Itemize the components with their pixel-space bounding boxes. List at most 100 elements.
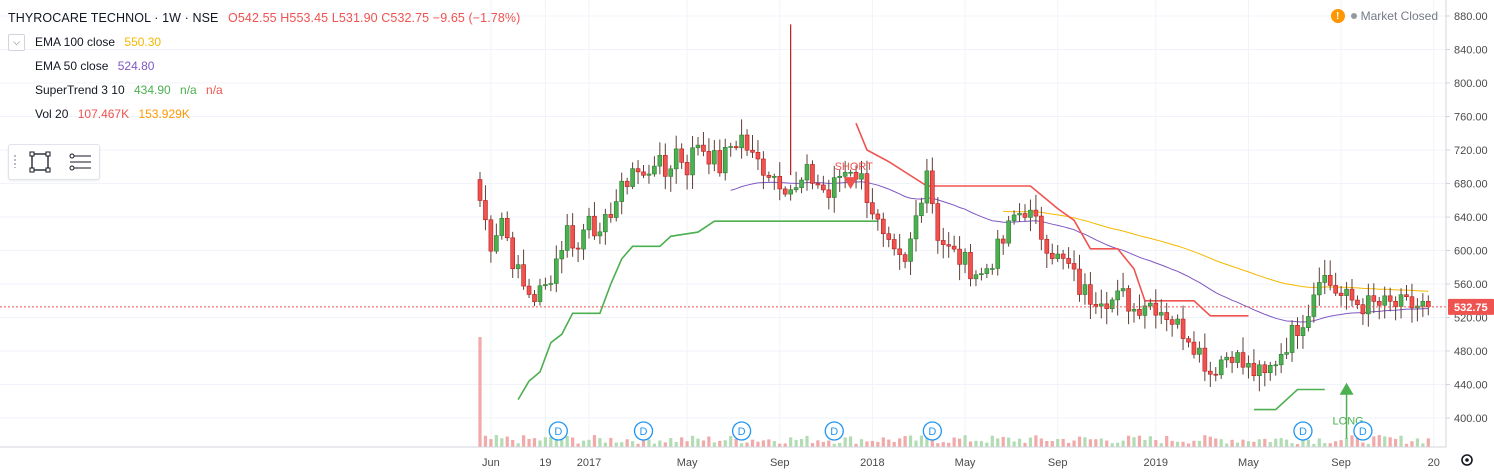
settings-lines-icon[interactable] (67, 149, 93, 175)
candle-body (575, 247, 581, 250)
candle-body (897, 248, 902, 255)
volume-bar (1083, 437, 1087, 447)
x-tick-label: 19 (539, 457, 551, 469)
volume-bar (690, 435, 695, 447)
volume-bar (756, 441, 760, 447)
candle-body (1371, 295, 1377, 302)
volume-bar (761, 440, 765, 447)
dividend-label: D (1299, 426, 1307, 438)
volume-bar (1312, 443, 1316, 447)
candle-body (1366, 295, 1371, 315)
volume-bar (489, 439, 493, 447)
y-tick-label: 840.00 (1454, 45, 1488, 57)
drag-handle-icon[interactable] (13, 154, 17, 168)
volume-bar (903, 436, 907, 447)
volume-bar (1410, 441, 1414, 447)
volume-bar (1306, 439, 1310, 447)
candle-body (1137, 308, 1142, 316)
y-tick-label: 680.00 (1454, 179, 1488, 191)
volume-bar (620, 442, 624, 447)
x-tick-label: May (677, 457, 698, 469)
volume-bar (1426, 438, 1430, 447)
dividend-label: D (738, 426, 746, 438)
candle-body (477, 179, 483, 201)
dividend-marker (1293, 421, 1313, 441)
candle-body (728, 146, 734, 148)
y-tick-label: 640.00 (1454, 212, 1488, 224)
volume-bar (750, 439, 755, 447)
volume-bar (1012, 441, 1016, 447)
volume-bar (658, 440, 662, 447)
candle-body (1197, 347, 1202, 355)
volume-bar (859, 439, 864, 447)
candle-body (1191, 341, 1197, 355)
volume-bar (892, 441, 896, 447)
volume-bar (1039, 438, 1043, 447)
indicator-ema50[interactable]: EMA 50 close 524.80 (8, 54, 520, 78)
candle-body (1169, 319, 1175, 325)
indicator-volume[interactable]: Vol 20 107.467K 153.929K (8, 102, 520, 126)
symbol-title: THYROCARE TECHNOL · 1W · NSE (8, 11, 219, 25)
candle-body (499, 218, 505, 236)
y-tick-label: 600.00 (1454, 246, 1488, 258)
volume-bar (1344, 437, 1349, 447)
candle-body (1066, 258, 1071, 264)
short-arrow-icon (843, 177, 858, 190)
volume-bar (843, 437, 847, 447)
indicator-ema100[interactable]: ⌵ EMA 100 close 550.30 (8, 30, 520, 54)
indicator-label: EMA 50 close (35, 59, 109, 73)
candle-body (1284, 352, 1289, 355)
volume-bar (799, 439, 804, 447)
candle-body (979, 273, 984, 276)
volume-bar (1105, 440, 1109, 447)
candle-body (1344, 288, 1349, 296)
candle-body (864, 173, 870, 203)
candle-body (1077, 268, 1082, 295)
candle-body (712, 150, 717, 165)
volume-bar (838, 442, 842, 447)
volume-bar (778, 443, 782, 447)
candle-body (1208, 370, 1213, 375)
volume-bar (718, 440, 722, 447)
candle-body (891, 239, 897, 250)
volume-bar (1176, 441, 1180, 447)
candle-body (597, 231, 603, 237)
volume-bar (919, 435, 924, 447)
indicator-value: 434.90 (133, 83, 171, 97)
candle-body (984, 268, 990, 274)
candle-body (940, 240, 946, 245)
volume-bar (816, 440, 820, 447)
chevron-down-icon[interactable]: ⌵ (8, 34, 25, 51)
candle-body (1273, 364, 1278, 367)
gear-icon[interactable] (1461, 454, 1473, 466)
warning-icon[interactable]: ! (1330, 9, 1345, 23)
drawing-toolbar[interactable] (8, 144, 100, 180)
volume-bar (832, 443, 836, 447)
candle-body (684, 162, 690, 176)
volume-bar (821, 441, 825, 447)
indicator-value: 550.30 (124, 35, 162, 49)
x-tick-label: May (1238, 457, 1259, 469)
time-axis[interactable]: Jun 19 2017 May Sep 2018 May Sep 2019 May Sep 20 (0, 446, 1446, 469)
volume-bar (1263, 438, 1267, 447)
price-axis[interactable]: 400.00 440.00 480.00 520.00 560.00 600.00 640.… (1445, 0, 1488, 447)
candle-body (1426, 301, 1431, 308)
candle-body (630, 168, 635, 187)
volume-bar (1415, 438, 1419, 447)
rectangle-tool-icon[interactable] (27, 149, 53, 175)
candle-body (1093, 304, 1099, 307)
volume-bar (1132, 437, 1136, 447)
candle-body (968, 252, 973, 280)
candle-body (1213, 373, 1219, 376)
volume-bar (516, 443, 520, 447)
candle-body (537, 285, 543, 302)
supertrend-lines (517, 122, 1325, 411)
indicator-supertrend[interactable]: SuperTrend 3 10 434.90 n/a n/a (8, 78, 520, 102)
volume-bar (560, 440, 564, 447)
candle-body (1229, 356, 1235, 363)
volume-bar (1186, 443, 1191, 447)
candle-body (1360, 304, 1366, 315)
candle-body (908, 238, 913, 262)
indicator-label: SuperTrend 3 10 (35, 83, 125, 97)
